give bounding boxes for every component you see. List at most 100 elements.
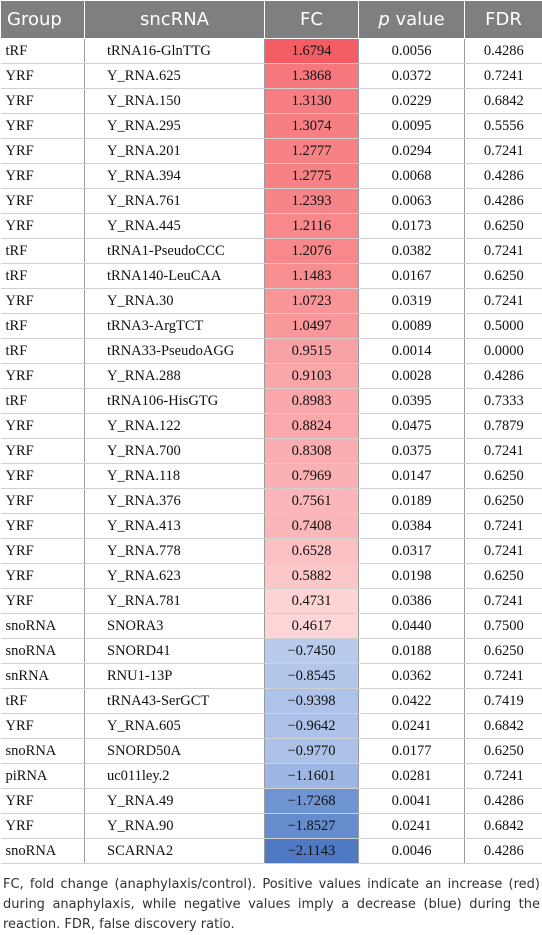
cell-group: YRF (1, 589, 85, 614)
cell-p-value: 0.0384 (359, 514, 465, 539)
cell-group: YRF (1, 789, 85, 814)
cell-group: snRNA (1, 664, 85, 689)
cell-fc: 1.2777 (265, 139, 359, 164)
cell-fc: 1.3074 (265, 114, 359, 139)
cell-sncrna: Y_RNA.288 (85, 364, 265, 389)
cell-fc: 1.2775 (265, 164, 359, 189)
header-p-value: p value (359, 1, 465, 39)
cell-group: YRF (1, 64, 85, 89)
cell-fdr: 0.4286 (465, 189, 542, 214)
cell-sncrna: Y_RNA.625 (85, 64, 265, 89)
cell-fc: 0.8308 (265, 439, 359, 464)
cell-fc: 0.8983 (265, 389, 359, 414)
cell-fdr: 0.6842 (465, 714, 542, 739)
cell-fdr: 0.7241 (465, 139, 542, 164)
cell-sncrna: uc011ley.2 (85, 764, 265, 789)
cell-fc: −0.9642 (265, 714, 359, 739)
cell-sncrna: Y_RNA.118 (85, 464, 265, 489)
cell-fc: 1.2393 (265, 189, 359, 214)
cell-p-value: 0.0046 (359, 839, 465, 864)
cell-fdr: 0.6250 (465, 639, 542, 664)
cell-p-value: 0.0041 (359, 789, 465, 814)
cell-p-value: 0.0177 (359, 739, 465, 764)
cell-group: YRF (1, 414, 85, 439)
cell-fdr: 0.7241 (465, 664, 542, 689)
cell-fc: 0.4731 (265, 589, 359, 614)
cell-group: YRF (1, 539, 85, 564)
cell-fdr: 0.4286 (465, 164, 542, 189)
cell-p-value: 0.0422 (359, 689, 465, 714)
cell-sncrna: tRNA43-SerGCT (85, 689, 265, 714)
header-row: Group sncRNA FC p value FDR (1, 1, 542, 39)
cell-fc: −0.9398 (265, 689, 359, 714)
cell-fdr: 0.4286 (465, 364, 542, 389)
cell-fdr: 0.7500 (465, 614, 542, 639)
cell-p-value: 0.0173 (359, 214, 465, 239)
cell-sncrna: tRNA1-PseudoCCC (85, 239, 265, 264)
cell-sncrna: Y_RNA.778 (85, 539, 265, 564)
cell-sncrna: Y_RNA.700 (85, 439, 265, 464)
cell-p-value: 0.0319 (359, 289, 465, 314)
cell-sncrna: Y_RNA.30 (85, 289, 265, 314)
header-group: Group (1, 1, 85, 39)
cell-sncrna: Y_RNA.150 (85, 89, 265, 114)
cell-sncrna: tRNA16-GlnTTG (85, 39, 265, 64)
cell-fc: 1.3868 (265, 64, 359, 89)
cell-p-value: 0.0395 (359, 389, 465, 414)
header-p-rest: value (390, 9, 445, 30)
cell-group: tRF (1, 314, 85, 339)
cell-group: piRNA (1, 764, 85, 789)
cell-group: snoRNA (1, 614, 85, 639)
cell-group: YRF (1, 164, 85, 189)
cell-group: tRF (1, 39, 85, 64)
cell-p-value: 0.0372 (359, 64, 465, 89)
cell-sncrna: Y_RNA.605 (85, 714, 265, 739)
cell-group: tRF (1, 689, 85, 714)
cell-sncrna: SNORD41 (85, 639, 265, 664)
cell-group: YRF (1, 714, 85, 739)
cell-fc: 1.6794 (265, 39, 359, 64)
cell-p-value: 0.0382 (359, 239, 465, 264)
cell-group: YRF (1, 464, 85, 489)
cell-fdr: 0.6250 (465, 489, 542, 514)
cell-sncrna: RNU1-13P (85, 664, 265, 689)
cell-fdr: 0.4286 (465, 839, 542, 864)
cell-fc: 0.7408 (265, 514, 359, 539)
cell-fc: 1.2076 (265, 239, 359, 264)
cell-group: YRF (1, 89, 85, 114)
cell-group: tRF (1, 239, 85, 264)
cell-sncrna: Y_RNA.201 (85, 139, 265, 164)
header-p-italic: p (378, 9, 389, 30)
cell-fdr: 0.7241 (465, 289, 542, 314)
cell-fdr: 0.7241 (465, 439, 542, 464)
cell-sncrna: tRNA106-HisGTG (85, 389, 265, 414)
cell-fc: −0.9770 (265, 739, 359, 764)
cell-fdr: 0.7241 (465, 539, 542, 564)
header-sncrna: sncRNA (85, 1, 265, 39)
cell-fdr: 0.4286 (465, 39, 542, 64)
cell-sncrna: tRNA140-LeuCAA (85, 264, 265, 289)
cell-fdr: 0.7241 (465, 764, 542, 789)
cell-p-value: 0.0167 (359, 264, 465, 289)
cell-sncrna: Y_RNA.623 (85, 564, 265, 589)
cell-p-value: 0.0089 (359, 314, 465, 339)
cell-group: YRF (1, 439, 85, 464)
cell-fc: 1.1483 (265, 264, 359, 289)
cell-fc: −1.1601 (265, 764, 359, 789)
cell-p-value: 0.0386 (359, 589, 465, 614)
cell-group: YRF (1, 189, 85, 214)
cell-p-value: 0.0241 (359, 814, 465, 839)
cell-group: snoRNA (1, 739, 85, 764)
